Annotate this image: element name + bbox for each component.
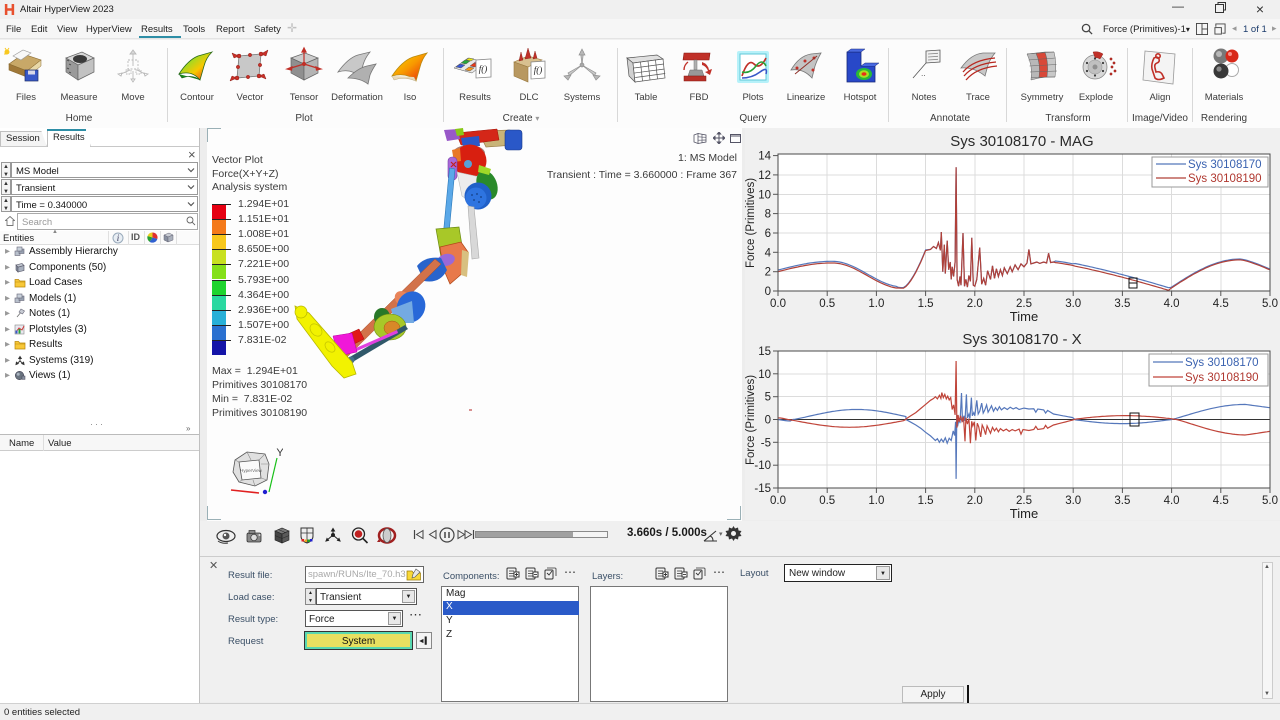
svg-text:3.5: 3.5	[1114, 495, 1130, 507]
svg-text:Y: Y	[276, 447, 283, 459]
svg-text:1.0: 1.0	[868, 298, 884, 310]
svg-text:4.0: 4.0	[1164, 298, 1180, 310]
svg-text:f(): f()	[534, 65, 543, 75]
svg-text:-15: -15	[754, 483, 771, 495]
svg-text:5: 5	[765, 392, 771, 404]
svg-text:0.5: 0.5	[819, 298, 835, 310]
svg-text:5.0: 5.0	[1262, 298, 1278, 310]
svg-text:Sys 30108170: Sys 30108170	[1188, 159, 1262, 171]
svg-text:Force (Primitives): Force (Primitives)	[745, 375, 757, 465]
svg-text:Sys 30108190: Sys 30108190	[1188, 173, 1262, 185]
svg-text:HyperView: HyperView	[240, 468, 262, 473]
svg-text:8: 8	[765, 209, 771, 221]
svg-text:3.5: 3.5	[1114, 298, 1130, 310]
svg-text:12: 12	[758, 170, 771, 182]
svg-text:2.0: 2.0	[967, 495, 983, 507]
svg-text:2: 2	[765, 267, 771, 279]
svg-text:Force (Primitives): Force (Primitives)	[745, 178, 757, 268]
svg-text:-5: -5	[761, 437, 771, 449]
svg-text:‥: ‥	[921, 71, 926, 78]
svg-text:3.0: 3.0	[1065, 298, 1081, 310]
svg-text:2.5: 2.5	[1016, 495, 1032, 507]
svg-text:14: 14	[758, 151, 771, 163]
svg-text:0: 0	[765, 286, 771, 298]
svg-text:0.5: 0.5	[819, 495, 835, 507]
svg-text:4: 4	[765, 247, 772, 259]
svg-text:Sys 30108190: Sys 30108190	[1185, 372, 1259, 384]
svg-text:-10: -10	[754, 460, 771, 472]
svg-text:4.5: 4.5	[1213, 298, 1229, 310]
svg-text:10: 10	[758, 189, 771, 201]
svg-text:Sys 30108170 - X: Sys 30108170 - X	[962, 331, 1081, 348]
svg-text:2.0: 2.0	[967, 298, 983, 310]
svg-text:10: 10	[758, 369, 771, 381]
svg-text:Time: Time	[1010, 506, 1038, 520]
svg-text:Sys 30108170 - MAG: Sys 30108170 - MAG	[950, 133, 1093, 150]
svg-text:0: 0	[765, 415, 771, 427]
svg-text:4.5: 4.5	[1213, 495, 1229, 507]
svg-text:0.0: 0.0	[770, 495, 786, 507]
svg-text:1.0: 1.0	[868, 495, 884, 507]
svg-text:Time: Time	[1010, 309, 1038, 324]
svg-text:4.0: 4.0	[1164, 495, 1180, 507]
svg-text:6: 6	[765, 228, 771, 240]
svg-text:2.5: 2.5	[1016, 298, 1032, 310]
svg-text:1.5: 1.5	[918, 298, 934, 310]
svg-text:f(): f()	[479, 64, 488, 74]
svg-text:5.0: 5.0	[1262, 495, 1278, 507]
svg-text:15: 15	[758, 346, 771, 358]
svg-text:0.0: 0.0	[770, 298, 786, 310]
svg-text:3.0: 3.0	[1065, 495, 1081, 507]
svg-text:Sys 30108170: Sys 30108170	[1185, 357, 1259, 369]
svg-text:i: i	[117, 233, 120, 243]
svg-text:1.5: 1.5	[918, 495, 934, 507]
